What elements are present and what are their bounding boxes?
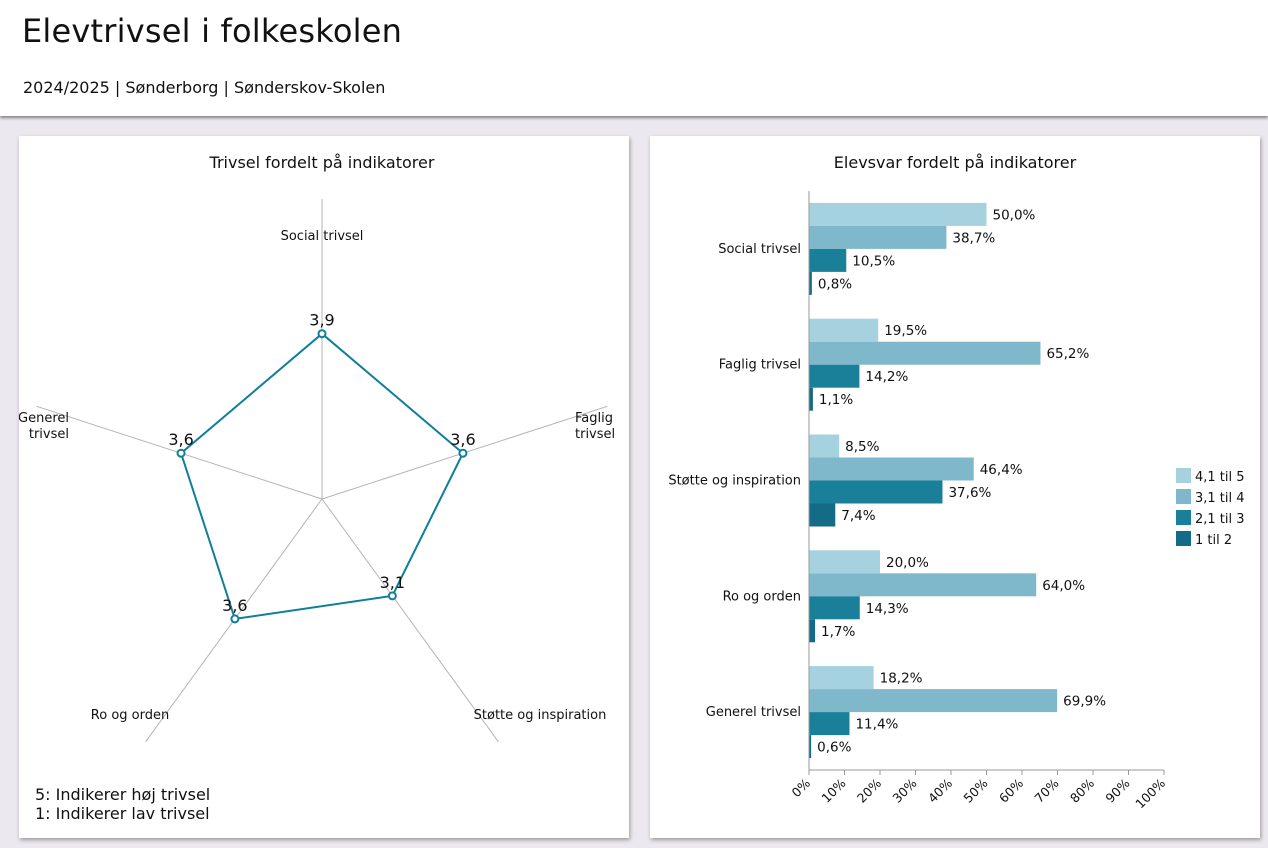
bar-category-label: Støtte og inspiration	[668, 474, 801, 489]
radar-chart-title: Trivsel fordelt på indikatorer	[209, 153, 435, 172]
radar-point	[317, 329, 327, 339]
bar-x-tick-label: 70%	[1031, 775, 1061, 805]
bar-x-tick-label: 50%	[960, 775, 990, 805]
bar-mark	[809, 434, 840, 458]
radar-axis-label: Faglig	[575, 411, 613, 426]
page-subtitle: 2024/2025 | Sønderborg | Sønderskov-Skol…	[23, 78, 386, 97]
bar-category-label: Faglig trivsel	[719, 358, 801, 373]
radar-axis-label: Generel	[19, 411, 69, 426]
bar-mark	[809, 387, 813, 411]
bar-value-label: 18,2%	[880, 671, 923, 687]
bar-chart: Elevsvar fordelt på indikatorer 50,0% 38,7…	[668, 153, 1245, 811]
radar-point	[176, 448, 186, 458]
legend-label: 2,1 til 3	[1195, 512, 1245, 527]
bar-x-tick-label: 60%	[996, 775, 1026, 805]
bar-category-label: Ro og orden	[723, 589, 801, 604]
bar-mark	[809, 503, 836, 527]
radar-axis-label: Social trivsel	[281, 229, 364, 244]
page-header: Elevtrivsel i folkeskolen 2024/2025 | Sø…	[0, 0, 1268, 116]
bar-value-label: 14,3%	[866, 601, 909, 617]
bar-category-label: Social trivsel	[718, 242, 801, 257]
legend-label: 3,1 til 4	[1195, 491, 1245, 506]
bar-value-label: 8,5%	[845, 439, 879, 455]
radar-value-label: 3,9	[309, 311, 334, 330]
bar-mark	[809, 573, 1037, 597]
bar-mark	[809, 457, 974, 481]
bar-value-label: 69,9%	[1063, 694, 1106, 710]
radar-axis-label: Støtte og inspiration	[474, 708, 607, 723]
bar-value-label: 0,8%	[818, 276, 852, 292]
bar-x-tick-label: 30%	[889, 775, 919, 805]
bar-mark	[809, 619, 816, 643]
bar-mark	[809, 318, 879, 342]
radar-value-label: 3,6	[222, 596, 247, 615]
radar-axis-label: trivsel	[29, 427, 69, 442]
radar-point	[458, 448, 468, 458]
bar-value-label: 37,6%	[948, 485, 991, 501]
bar-value-label: 1,7%	[821, 624, 855, 640]
bar-chart-card: Elevsvar fordelt på indikatorer 50,0% 38,7…	[650, 136, 1260, 838]
bar-x-tick-label: 0%	[788, 775, 813, 800]
radar-value-label: 3,6	[168, 430, 193, 449]
scale-note-low: 1: Indikerer lav trivsel	[35, 804, 210, 823]
bar-value-label: 46,4%	[980, 462, 1023, 478]
page-title: Elevtrivsel i folkeskolen	[22, 12, 403, 50]
bar-value-label: 14,2%	[865, 369, 908, 385]
bar-value-label: 11,4%	[855, 717, 898, 733]
legend-swatch	[1176, 531, 1191, 546]
bar-mark	[809, 364, 860, 388]
legend-swatch	[1176, 468, 1191, 483]
radar-chart-card: Trivsel fordelt på indikatorer Social tri…	[19, 136, 629, 838]
radar-point	[387, 591, 397, 601]
radar-value-label: 3,6	[450, 430, 475, 449]
radar-series-polygon	[179, 332, 465, 621]
bar-value-label: 20,0%	[886, 555, 929, 571]
radar-axis-line	[321, 498, 499, 742]
scale-note: 5: Indikerer høj trivsel 1: Indikerer la…	[35, 785, 210, 823]
bar-mark	[809, 596, 860, 620]
bar-mark	[809, 248, 847, 272]
bar-mark	[809, 735, 812, 759]
bar-x-tick-label: 20%	[854, 775, 884, 805]
bar-mark	[809, 712, 850, 736]
bar-x-tick-label: 90%	[1102, 775, 1132, 805]
bar-mark	[809, 225, 947, 249]
bar-mark	[809, 480, 943, 504]
bar-mark	[809, 271, 812, 295]
radar-chart: Trivsel fordelt på indikatorer Social tri…	[19, 153, 615, 742]
radar-point	[230, 614, 240, 624]
bar-x-tick-label: 80%	[1067, 775, 1097, 805]
bar-value-label: 10,5%	[852, 253, 895, 269]
bar-value-label: 38,7%	[952, 230, 995, 246]
legend-label: 1 til 2	[1195, 533, 1232, 548]
bar-chart-title: Elevsvar fordelt på indikatorer	[834, 153, 1077, 172]
bar-category-label: Generel trivsel	[706, 705, 801, 720]
bar-value-label: 0,6%	[817, 740, 851, 756]
bar-value-label: 50,0%	[993, 207, 1036, 223]
scale-note-high: 5: Indikerer høj trivsel	[35, 785, 211, 804]
legend-swatch	[1176, 510, 1191, 525]
radar-value-label: 3,1	[380, 573, 405, 592]
bar-mark	[809, 689, 1058, 713]
bar-mark	[809, 341, 1041, 365]
bar-value-label: 65,2%	[1046, 346, 1089, 362]
bar-mark	[809, 666, 874, 690]
bar-value-label: 1,1%	[819, 392, 853, 408]
bar-x-tick-label: 10%	[818, 775, 848, 805]
bar-value-label: 64,0%	[1042, 578, 1085, 594]
bar-x-tick-label: 100%	[1132, 775, 1168, 811]
bar-value-label: 7,4%	[841, 508, 875, 524]
bar-value-label: 19,5%	[884, 323, 927, 339]
radar-axis-label: trivsel	[575, 427, 615, 442]
legend-label: 4,1 til 5	[1195, 470, 1245, 485]
bar-mark	[809, 202, 987, 226]
radar-axis-label: Ro og orden	[91, 708, 169, 723]
legend-swatch	[1176, 489, 1191, 504]
bar-mark	[809, 550, 880, 574]
bar-x-tick-label: 40%	[925, 775, 955, 805]
